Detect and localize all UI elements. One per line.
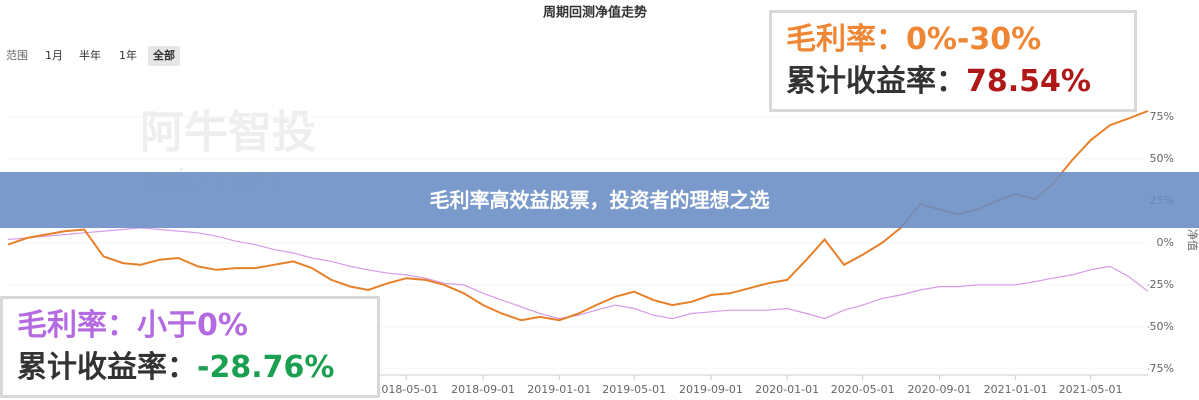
callout-high: 毛利率：0%-30% 累计收益率：78.54% <box>769 10 1137 112</box>
return-value: -28.76% <box>197 350 335 385</box>
range-label: 范围 <box>6 49 28 62</box>
x-tick-label: 2021-01-01 <box>984 383 1048 396</box>
callout-label: 毛利率：小于0% <box>17 308 248 343</box>
callout-label: 毛利率：0%-30% <box>786 22 1042 57</box>
y-tick-label: -25% <box>1146 278 1174 291</box>
x-tick-label: 2019-01-01 <box>527 383 591 396</box>
y-axis-label: 净值 <box>1186 229 1199 251</box>
y-tick-label: 0% <box>1157 236 1174 249</box>
return-label: 累计收益率： <box>786 64 966 99</box>
series-line <box>7 227 1149 320</box>
x-tick-label: 2018-09-01 <box>451 383 515 396</box>
y-tick-label: -75% <box>1146 362 1174 375</box>
x-tick-label: 2020-09-01 <box>908 383 972 396</box>
y-tick-label: 50% <box>1150 152 1174 165</box>
range-button[interactable]: 1月 <box>45 49 63 62</box>
watermark: 阿牛智投 <box>140 107 316 158</box>
x-tick-label: 2019-09-01 <box>679 383 743 396</box>
range-button[interactable]: 1年 <box>119 49 137 62</box>
chart-title: 周期回测净值走势 <box>543 5 647 21</box>
range-button[interactable]: 全部 <box>148 46 180 66</box>
callout-low: 毛利率：小于0% 累计收益率：-28.76% <box>0 296 380 398</box>
y-tick-label: -50% <box>1146 320 1174 333</box>
return-value: 78.54% <box>966 64 1091 99</box>
callout-return: 累计收益率：78.54% <box>786 61 1120 103</box>
x-tick-label: 2021-05-01 <box>1059 383 1123 396</box>
x-tick-label: 2019-05-01 <box>602 383 666 396</box>
callout-return: 累计收益率：-28.76% <box>17 347 363 389</box>
banner: 毛利率高效益股票，投资者的理想之选 <box>0 172 1199 228</box>
y-tick-label: 75% <box>1150 110 1174 123</box>
x-tick-label: 2018-05-01 <box>374 383 438 396</box>
return-label: 累计收益率： <box>17 350 197 385</box>
range-button[interactable]: 半年 <box>79 49 101 62</box>
x-tick-label: 2020-05-01 <box>831 383 895 396</box>
x-tick-label: 2020-01-01 <box>755 383 819 396</box>
